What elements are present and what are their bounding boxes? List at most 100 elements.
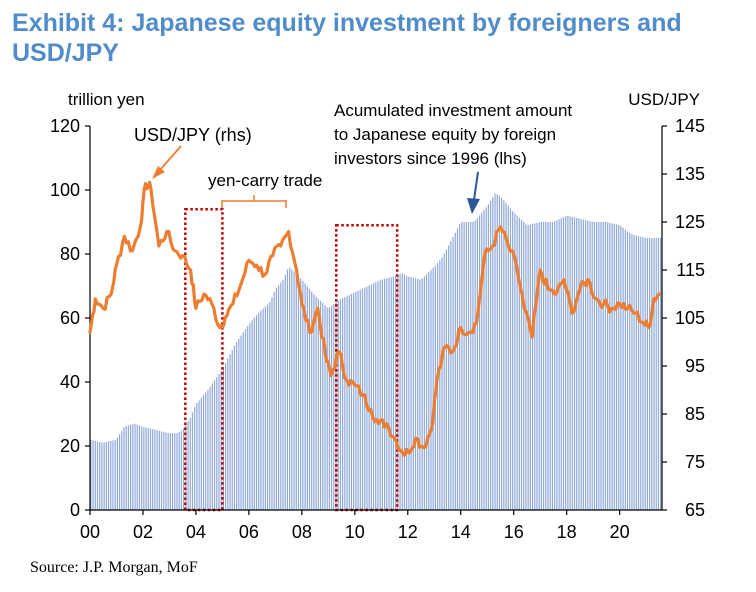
investment-bar [194, 407, 196, 510]
investment-bar [470, 222, 472, 510]
investment-bar [337, 300, 339, 510]
investment-bar [258, 312, 260, 510]
usdjpy-label-arrow-head [152, 166, 165, 179]
investment-bar [114, 439, 116, 510]
investment-bar [213, 380, 216, 510]
investment-bar [348, 295, 350, 510]
investment-bar [604, 222, 607, 510]
accumulated-label-arrow-head [467, 198, 480, 214]
investment-bar [165, 432, 167, 510]
investment-bar [242, 332, 244, 510]
investment-bar [200, 397, 202, 510]
investment-bar [260, 310, 262, 510]
investment-bar [406, 275, 408, 510]
investment-bar [377, 281, 379, 510]
investment-bar [96, 441, 99, 510]
investment-bar [637, 236, 640, 510]
investment-bar [322, 303, 324, 510]
right-axis-tick-label: 85 [685, 404, 705, 424]
investment-bar [220, 370, 222, 510]
investment-bar [101, 442, 103, 510]
investment-bar [183, 428, 185, 510]
investment-bar [328, 307, 330, 510]
investment-bar [653, 238, 655, 510]
investment-bar [445, 249, 448, 510]
investment-bar [295, 273, 297, 510]
investment-bar [160, 431, 163, 510]
investment-bar [441, 257, 443, 510]
investment-bar [487, 204, 489, 510]
investment-bar [277, 285, 280, 510]
investment-bar [99, 442, 101, 510]
investment-bar [459, 224, 461, 510]
source-note: Source: J.P. Morgan, MoF [30, 559, 198, 576]
investment-bar [414, 278, 417, 510]
investment-bar [386, 278, 388, 510]
investment-bar [443, 253, 445, 510]
investment-bar [275, 287, 277, 510]
investment-bar [370, 284, 372, 510]
investment-bar [103, 442, 105, 510]
right-axis-tick-label: 115 [676, 260, 705, 280]
investment-bar [346, 296, 348, 510]
investment-bar [262, 308, 264, 510]
investment-bar [330, 305, 333, 510]
investment-bar [602, 222, 604, 510]
x-axis-tick-label: 00 [80, 522, 100, 542]
investment-bar [368, 285, 370, 510]
investment-bar [224, 362, 227, 510]
investment-bar [509, 208, 512, 510]
left-axis-tick-label: 20 [60, 436, 80, 456]
investment-bar [463, 222, 465, 510]
investment-bar [478, 215, 481, 510]
investment-bar [244, 329, 247, 510]
investment-bar [562, 217, 565, 510]
investment-bar [293, 271, 295, 510]
investment-bar [158, 430, 160, 510]
investment-bar [640, 236, 642, 511]
investment-bar [523, 222, 525, 510]
investment-bar [399, 274, 401, 510]
investment-bar [180, 430, 183, 510]
investment-bar [112, 440, 114, 510]
investment-bar [483, 210, 485, 510]
investment-bar [505, 203, 507, 510]
investment-bar [410, 277, 412, 510]
accumulated-investment-label-line-3: investors since 1996 (lhs) [334, 149, 527, 168]
investment-bar [304, 283, 306, 510]
x-axis-tick-label: 18 [557, 522, 577, 542]
investment-bar [582, 219, 584, 510]
line-series-usdjpy [88, 180, 661, 457]
investment-bar [355, 291, 357, 510]
investment-bar [635, 235, 637, 510]
investment-bar [359, 289, 361, 510]
yen-carry-bracket [221, 195, 287, 208]
investment-bar [498, 195, 501, 511]
chart-title: Exhibit 4: Japanese equity investment by… [12, 9, 682, 67]
investment-bar [430, 270, 432, 510]
investment-bar [196, 403, 198, 510]
left-axis-tick-label: 40 [60, 372, 80, 392]
investment-bar [655, 238, 657, 510]
investment-bar [573, 217, 576, 510]
investment-bar [631, 234, 633, 510]
investment-bar [520, 219, 523, 510]
investment-bar [264, 306, 266, 510]
investment-bar [229, 354, 231, 510]
investment-bar [518, 217, 520, 511]
yen-carry-trade-label: yen-carry trade [208, 171, 322, 190]
investment-bar [618, 224, 620, 510]
investment-bar [494, 193, 496, 510]
investment-bar [118, 434, 121, 510]
investment-bar [339, 299, 342, 510]
investment-bar [543, 222, 545, 510]
investment-bar [626, 231, 629, 511]
investment-bar [132, 424, 134, 510]
investment-bar [485, 207, 487, 510]
usdjpy-line [88, 180, 661, 457]
investment-bar [452, 236, 454, 510]
investment-bar [646, 238, 649, 510]
investment-bar [584, 220, 587, 510]
investment-bar [596, 222, 598, 510]
